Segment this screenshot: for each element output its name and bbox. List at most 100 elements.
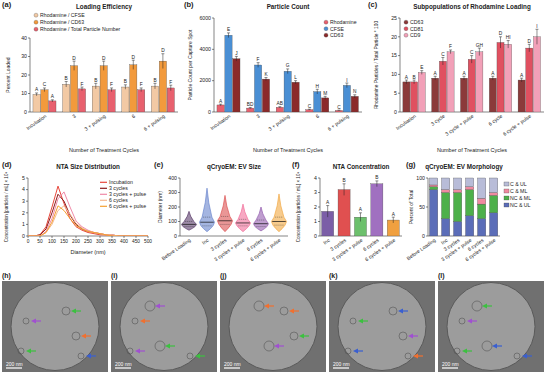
significance-letter: A	[434, 71, 438, 76]
arrow	[467, 350, 472, 351]
y-tick	[28, 93, 30, 94]
x-tick	[100, 236, 101, 238]
x-tick-label: 6 cycles + pulse	[364, 237, 397, 263]
title: Particle Count	[267, 3, 311, 10]
y-tick	[28, 38, 30, 39]
bar	[343, 85, 350, 112]
bar	[247, 108, 254, 112]
significance-letter: L	[294, 75, 297, 80]
x-tick-label: 6	[314, 113, 320, 120]
quartile-line	[275, 217, 283, 218]
median-line	[254, 223, 268, 224]
arrow	[408, 334, 413, 339]
vesicle	[482, 341, 492, 351]
title: NTA Concentration	[333, 163, 390, 170]
micrograph: (j)200 nm	[220, 272, 326, 372]
significance-letter: A	[359, 207, 363, 212]
arrow	[264, 304, 269, 309]
x-tick-label: 6 + pulsing	[142, 113, 166, 132]
y-tick-label: 4000	[199, 46, 211, 52]
legend-swatch	[100, 188, 107, 189]
error-bar	[249, 107, 252, 108]
bar	[430, 185, 438, 187]
legend-label: CD81	[410, 26, 423, 32]
x-tick-label: 50	[37, 239, 43, 244]
plot-area	[33, 54, 174, 112]
y-tick	[178, 221, 180, 222]
significance-letter: F	[257, 57, 260, 62]
line	[28, 186, 148, 236]
panel-label: (l)	[438, 272, 445, 280]
arrow	[403, 310, 408, 311]
bar	[314, 92, 321, 112]
legend-label: CD9	[410, 32, 420, 38]
bar	[518, 80, 525, 112]
y-tick-label: 5	[22, 175, 25, 181]
arrow	[413, 335, 418, 336]
legend-swatch	[324, 20, 328, 24]
significance-letter: B	[94, 78, 97, 83]
error-bar	[353, 95, 356, 98]
significance-letter: F	[169, 80, 172, 85]
vesicle	[187, 353, 193, 359]
error-bar	[286, 69, 289, 74]
bar	[41, 90, 48, 112]
y-tick-label: 5	[394, 90, 397, 96]
scale-bar-label: 200 nm	[115, 361, 132, 367]
arrow	[140, 350, 145, 351]
significance-letter: AB	[277, 101, 283, 106]
x-tick-label: Before Loading	[160, 237, 191, 261]
significance-letter: D	[102, 56, 106, 61]
x-tick	[76, 236, 77, 238]
bar	[442, 219, 450, 236]
violin	[217, 195, 232, 231]
y-tick	[426, 178, 428, 179]
significance-letter: E	[227, 27, 230, 32]
line	[28, 206, 148, 236]
bar	[130, 65, 137, 112]
legend-label: C & UL	[510, 181, 527, 187]
x-tick	[148, 236, 149, 238]
x-tick-label: Before Loading	[405, 237, 436, 261]
y-tick-label: 0	[208, 109, 211, 115]
bar	[478, 204, 486, 219]
legend-label: 6 cycles + pulse	[109, 203, 146, 209]
legend-swatch	[324, 33, 328, 37]
error-bar	[434, 76, 437, 80]
error-bar	[392, 217, 395, 223]
arrow	[467, 319, 472, 324]
y-axis-title: Rhodamine Particles / Total Particle * 1…	[374, 21, 379, 109]
significance-letter: D	[528, 39, 532, 44]
bar	[490, 195, 498, 212]
y-tick-label: 0	[314, 233, 317, 239]
y-tick-label: 10	[391, 71, 397, 77]
median-line	[218, 220, 232, 221]
bar	[108, 90, 115, 112]
significance-letter: N	[353, 89, 357, 94]
title: Subpopulations of Rhodamine Loading	[413, 3, 531, 11]
vesicle	[459, 318, 465, 324]
error-bar	[420, 71, 423, 75]
legend-swatch	[34, 27, 38, 31]
x-tick-label: 3	[71, 113, 77, 120]
vesicle	[254, 301, 264, 311]
error-bar	[326, 206, 329, 218]
error-bar	[257, 63, 260, 68]
error-bar	[413, 80, 416, 84]
bar	[454, 193, 462, 222]
bar	[100, 66, 107, 112]
significance-letter: K	[264, 72, 268, 77]
bar	[284, 71, 291, 112]
grid-hole	[338, 283, 426, 371]
error-bar	[80, 87, 83, 91]
error-bar	[345, 83, 348, 88]
y-tick	[178, 236, 180, 237]
x-tick-label: 300	[96, 239, 104, 244]
arrow	[279, 345, 284, 346]
y-tick-label: 30	[21, 53, 27, 59]
significance-letter: G	[286, 63, 290, 68]
bar	[418, 73, 425, 112]
bar	[138, 90, 145, 112]
bar	[490, 213, 498, 236]
y-axis	[400, 18, 401, 112]
